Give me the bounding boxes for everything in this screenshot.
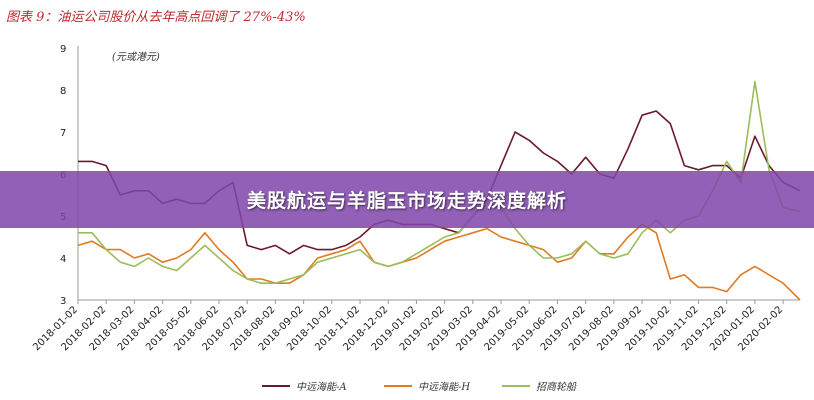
y-tick-label: 8 (60, 86, 66, 97)
legend-label-3: 招商轮船 (536, 381, 577, 393)
series-line-2 (77, 223, 801, 301)
y-tick-label: 4 (60, 254, 66, 265)
legend: 中远海能-A 中远海能-H 招商轮船 (262, 381, 577, 393)
unit-label: (元或港元) (112, 51, 160, 63)
title-banner: 美股航运与羊脂玉市场走势深度解析 (0, 171, 814, 228)
y-tick-label: 3 (60, 296, 66, 307)
y-tick-label: 9 (60, 44, 66, 55)
legend-label-1: 中远海能-A (296, 381, 347, 393)
legend-label-2: 中远海能-H (418, 381, 470, 393)
x-axis: 2018-01-022018-02-022018-03-022018-04-02… (31, 299, 800, 353)
y-tick-label: 7 (60, 128, 66, 139)
banner-text: 美股航运与羊脂玉市场走势深度解析 (246, 190, 567, 212)
figure-title: 图表 9：油运公司股价从去年高点回调了 27%-43% (6, 10, 306, 25)
